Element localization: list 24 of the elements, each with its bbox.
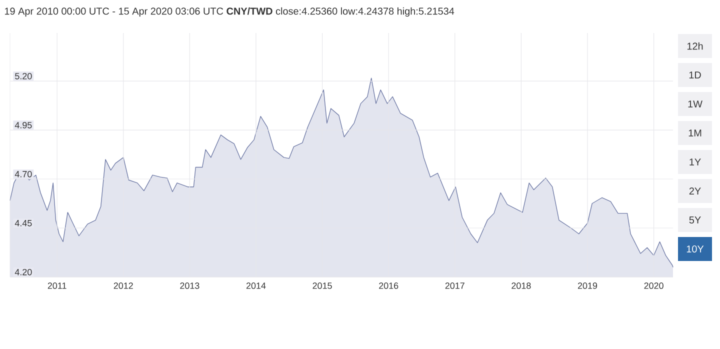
x-tick-label: 2018: [512, 282, 531, 289]
x-tick-label: 2015: [312, 282, 332, 289]
x-tick-label: 2016: [379, 282, 398, 289]
x-tick-label: 2020: [644, 282, 664, 289]
x-tick-label: 2014: [246, 282, 266, 289]
text: 1M: [688, 130, 702, 136]
y-tick-label: 4.95: [14, 122, 32, 128]
chart-title: 19 Apr 2010 00:00 UTC - 15 Apr 2020 03:06 UTC CNY/TWD close:4.25360 low:4.24378 high:5.21534: [4, 7, 454, 17]
text: 1W: [688, 100, 702, 108]
x-tick-label: 2011: [48, 282, 66, 289]
text: 1D: [689, 72, 701, 78]
x-tick-label: 2017: [445, 282, 464, 289]
x-tick-label: 2012: [114, 282, 133, 289]
y-tick-label: 4.45: [14, 220, 32, 226]
text: 1Y: [690, 158, 701, 166]
y-tick-label: 5.20: [15, 72, 32, 80]
y-tick-label: 4.70: [14, 170, 32, 178]
text: 2Y: [689, 188, 701, 194]
y-tick-label: 4.20: [14, 268, 32, 276]
text: 5Y: [689, 216, 701, 224]
x-tick-label: 2019: [578, 282, 598, 289]
text: 10Y: [686, 245, 704, 253]
text: 12h: [687, 42, 703, 50]
x-tick-label: 2013: [180, 282, 200, 289]
